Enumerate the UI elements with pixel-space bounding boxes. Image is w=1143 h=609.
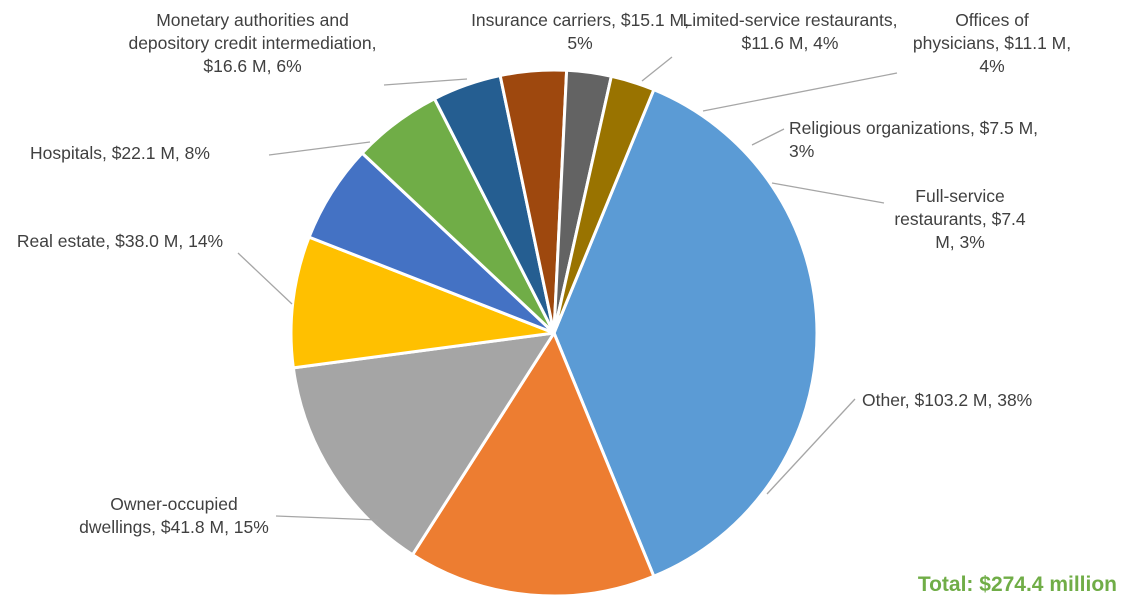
leader-line-1: [275, 515, 379, 521]
pie-slice-3: [289, 235, 556, 370]
leader-line-8: [751, 128, 785, 146]
slice-label-4: Monetary authorities and depository cred…: [128, 10, 377, 76]
slice-label-0: Other, $103.2 M, 38%: [862, 390, 1033, 410]
pie-slice-2: [291, 331, 556, 557]
leader-line-9: [771, 182, 885, 204]
slice-label-6: Limited-service restaurants, $11.6 M, 4%: [682, 10, 898, 53]
pie-slice-1: [411, 331, 656, 598]
slice-label-1: Owner-occupied dwellings, $41.8 M, 15%: [79, 494, 269, 537]
pie-slice-0: [552, 88, 819, 578]
total-label: Total: $274.4 million: [917, 573, 1117, 596]
leader-line-3: [268, 141, 371, 156]
leader-line-0: [766, 398, 856, 495]
pie-slice-9: [552, 74, 656, 335]
slice-label-3: Hospitals, $22.1 M, 8%: [30, 143, 210, 163]
leader-line-6: [702, 72, 898, 112]
leader-line-4: [383, 78, 468, 86]
slice-label-2: Real estate, $38.0 M, 14%: [16, 231, 224, 251]
slice-label-5: Insurance carriers, $15.1 M, 5%: [471, 10, 689, 53]
slice-label-7: Offices of physicians, $11.1 M, 4%: [912, 10, 1072, 76]
slice-label-8: Religious organizations, $7.5 M, 3%: [789, 118, 1039, 161]
leader-line-2: [237, 252, 293, 305]
leader-line-5: [641, 56, 673, 82]
slice-label-9: Full-service restaurants, $7.4 M, 3%: [894, 186, 1026, 252]
